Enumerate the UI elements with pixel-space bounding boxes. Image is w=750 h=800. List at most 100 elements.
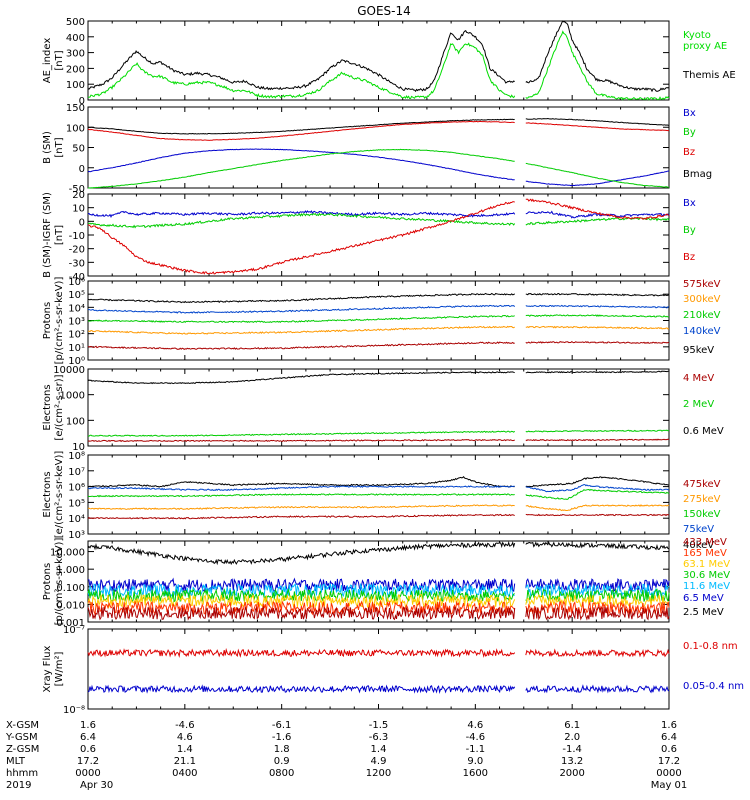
legend-entry: 0.1-0.8 nm	[683, 641, 738, 652]
y-tick-label: 10.000	[50, 548, 85, 559]
y-tick-label: -30	[69, 258, 85, 269]
legend-entry: 0.6 MeV	[683, 426, 724, 437]
y-tick-label: 10¹	[68, 343, 85, 354]
y-tick-label: 10⁴	[68, 303, 85, 314]
legend-entry: 300keV	[683, 294, 721, 305]
legend-entry: By	[683, 127, 696, 138]
series-line-95kev	[87, 292, 669, 304]
series-line-bz	[87, 120, 669, 141]
y-tick-label: 1000	[60, 391, 85, 402]
series-line-475kev	[87, 513, 670, 520]
y-tick-label: 10³	[68, 530, 85, 541]
y-tick-label: -20	[69, 245, 85, 256]
legend-entry: Themis AE	[682, 70, 736, 81]
axis-table-value: 1200	[366, 768, 391, 779]
legend-entry: 4 MeV	[683, 373, 714, 384]
axis-table-value: -1.5	[369, 720, 389, 731]
axis-table-value: 1.4	[371, 744, 387, 755]
y-tick-label: 0	[79, 217, 85, 228]
axis-table-value: 0800	[269, 768, 294, 779]
panel-frame	[87, 368, 670, 447]
legend-entry: Bz	[683, 252, 695, 263]
legend-entry: 2.5 MeV	[683, 607, 724, 618]
legend-entry: Bmag	[683, 169, 712, 180]
axis-table-value: 9.0	[467, 756, 483, 767]
y-tick-label: 400	[66, 33, 85, 44]
series-line-0-05-0-4-nm	[87, 684, 670, 694]
y-tick-label: 10⁶	[68, 483, 85, 494]
series-line-275kev	[87, 504, 670, 512]
axis-table-value: 4.9	[371, 756, 387, 767]
series-line-210kev	[87, 314, 670, 324]
axis-table-value: 0000	[75, 768, 100, 779]
y-tick-label: 0.001	[56, 618, 85, 629]
y-tick-label: 20	[72, 190, 85, 201]
axis-table-value: 17.2	[77, 756, 99, 767]
y-tick-label: 10⁻⁷	[63, 625, 85, 636]
panel-electrons_low: 10⁸ 10⁷ 10⁶ 10⁵ 10⁴ 10³ Electrons [e/(cm²-s-sr-…	[42, 451, 721, 551]
y-axis-label: [p/(cm²-s-sr-keV)]	[54, 538, 65, 626]
y-tick-label: 10	[72, 442, 85, 453]
series-line-bz	[87, 198, 670, 275]
y-axis-label: [nT]	[54, 225, 65, 245]
y-axis-label: [nT]	[54, 50, 65, 70]
series-line-2-5-mev	[87, 541, 670, 566]
axis-table-row-label: MLT	[6, 756, 26, 767]
y-tick-label: -40	[69, 272, 85, 283]
y-tick-label: -50	[69, 184, 85, 195]
axis-table-row-label: Z-GSM	[6, 744, 39, 755]
legend-entry: 6.5 MeV	[683, 593, 724, 604]
legend-entry: 165 MeV	[683, 548, 727, 559]
series-line-4-mev	[87, 438, 670, 443]
y-tick-label: 10⁵	[68, 498, 85, 509]
series-line-kyoto-proxy-ae	[87, 30, 670, 101]
y-axis-label: B (SM)-IGRF (SM)	[42, 192, 53, 278]
axis-table-value: 4.6	[177, 732, 193, 743]
y-axis-label: [W/m²]	[54, 651, 65, 686]
y-tick-label: 10⁰	[68, 356, 85, 367]
axis-table-value: 21.1	[174, 756, 196, 767]
axis-table-value: -1.1	[466, 744, 486, 755]
series-line-75kev	[87, 484, 669, 493]
legend-entry: Bx	[683, 198, 696, 209]
axis-table-value: 1600	[463, 768, 488, 779]
axis-table-value: -1.4	[562, 744, 582, 755]
series-line-bx	[87, 148, 670, 187]
panel-frame	[87, 193, 670, 277]
plot-title: GOES-14	[357, 4, 411, 18]
legend-entry: proxy AE	[683, 41, 727, 52]
axis-table-row-label: hhmm	[6, 768, 38, 779]
y-tick-label: 0	[79, 164, 85, 175]
legend-entry: 150keV	[683, 509, 721, 520]
axis-table-value: 13.2	[561, 756, 583, 767]
series-line-30-6-mev	[87, 587, 670, 604]
series-line-0-6-mev	[87, 370, 670, 385]
panel-xray: 10⁻⁷ 10⁻⁸ Xray Flux [W/m²] 0.1-0.8 nm 0.05-0.…	[42, 625, 744, 716]
y-tick-label: 100	[66, 80, 85, 91]
series-line-2-mev	[88, 429, 670, 437]
axis-table-value: 6.1	[564, 720, 580, 731]
y-axis-label: [e/(cm²-s-sr)]	[54, 374, 65, 440]
axis-table-value: 1.6	[661, 720, 677, 731]
series-line-300kev	[87, 325, 670, 335]
series-line-themis-ae	[87, 20, 670, 93]
y-axis-label: [nT]	[54, 137, 65, 157]
axis-table-row-label: 2019	[6, 780, 31, 791]
y-axis-label: Xray Flux	[42, 645, 53, 692]
series-line-0-1-0-8-nm	[87, 647, 670, 658]
legend-entry: 140keV	[683, 326, 721, 337]
y-tick-label: 10⁴	[68, 514, 85, 525]
y-axis-label: Protons	[42, 302, 53, 339]
legend-entry: Bz	[683, 147, 695, 158]
axis-table-value: 0000	[656, 768, 681, 779]
y-tick-label: 10²	[68, 330, 85, 341]
series-line-bmag	[87, 117, 670, 135]
panel-protons_low: 10⁶ 10⁵ 10⁴ 10³ 10² 10¹ 10⁰ Protons [p/(cm²-s-sr…	[42, 277, 721, 367]
legend-entry: 275keV	[683, 494, 721, 505]
axis-table-value: 0400	[172, 768, 197, 779]
legend-entry: 63.1 MeV	[683, 559, 730, 570]
y-tick-label: 10⁶	[68, 277, 85, 288]
axis-table-value: 1.8	[274, 744, 290, 755]
axis-table-value: 0.9	[274, 756, 290, 767]
